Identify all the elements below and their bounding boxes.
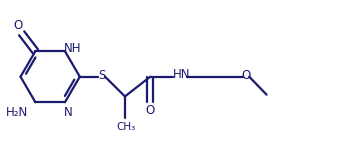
Text: CH₃: CH₃ (116, 122, 136, 132)
Text: N: N (64, 106, 73, 119)
Text: O: O (241, 69, 250, 82)
Text: NH: NH (64, 42, 82, 55)
Text: O: O (146, 104, 155, 117)
Text: HN: HN (173, 68, 190, 81)
Text: O: O (13, 19, 22, 32)
Text: H₂N: H₂N (6, 106, 28, 119)
Text: S: S (98, 69, 105, 82)
